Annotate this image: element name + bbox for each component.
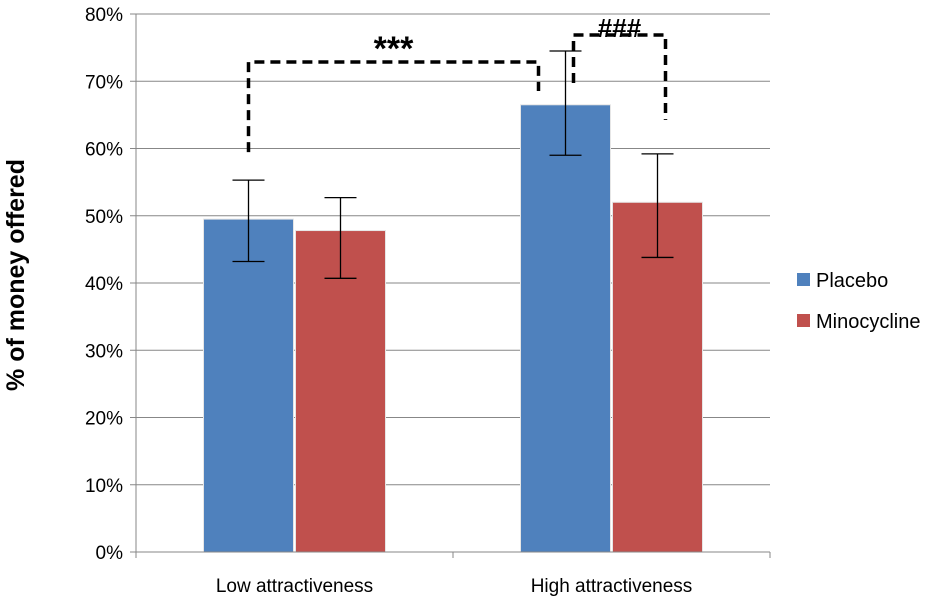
y-tick-label: 10% — [85, 476, 123, 497]
y-tick-label: 20% — [85, 409, 123, 430]
legend-label: Minocycline — [816, 311, 920, 333]
bars — [203, 104, 703, 553]
x-category-label: Low attractiveness — [216, 576, 373, 597]
y-tick-label: 80% — [85, 5, 123, 26]
y-tick-label: 60% — [85, 140, 123, 161]
y-axis-label: % of money offered — [2, 159, 30, 391]
bar — [203, 218, 294, 553]
significance-bracket — [246, 60, 541, 153]
legend-swatch — [797, 314, 810, 327]
y-tick-label: 50% — [85, 207, 123, 228]
significance-annotations: *** ### — [246, 13, 668, 153]
x-category-labels: Low attractiveness High attractiveness — [216, 576, 692, 597]
legend: Placebo Minocycline — [797, 270, 920, 333]
x-category-label: High attractiveness — [531, 576, 693, 597]
legend-label: Placebo — [816, 270, 888, 292]
bar — [520, 104, 611, 553]
error-bars — [232, 50, 674, 279]
y-tick-label: 40% — [85, 274, 123, 295]
y-tick-label: 70% — [85, 72, 123, 93]
significance-label: *** — [374, 30, 414, 68]
significance-label: ### — [598, 13, 642, 43]
significance-bracket — [571, 33, 668, 120]
y-tick-label: 0% — [96, 543, 124, 564]
legend-swatch — [797, 273, 810, 286]
axes — [130, 13, 771, 558]
y-tick-label: 30% — [85, 341, 123, 362]
y-tick-labels: 0% 10% 20% 30% 40% 50% 60% 70% 80% — [85, 5, 123, 564]
